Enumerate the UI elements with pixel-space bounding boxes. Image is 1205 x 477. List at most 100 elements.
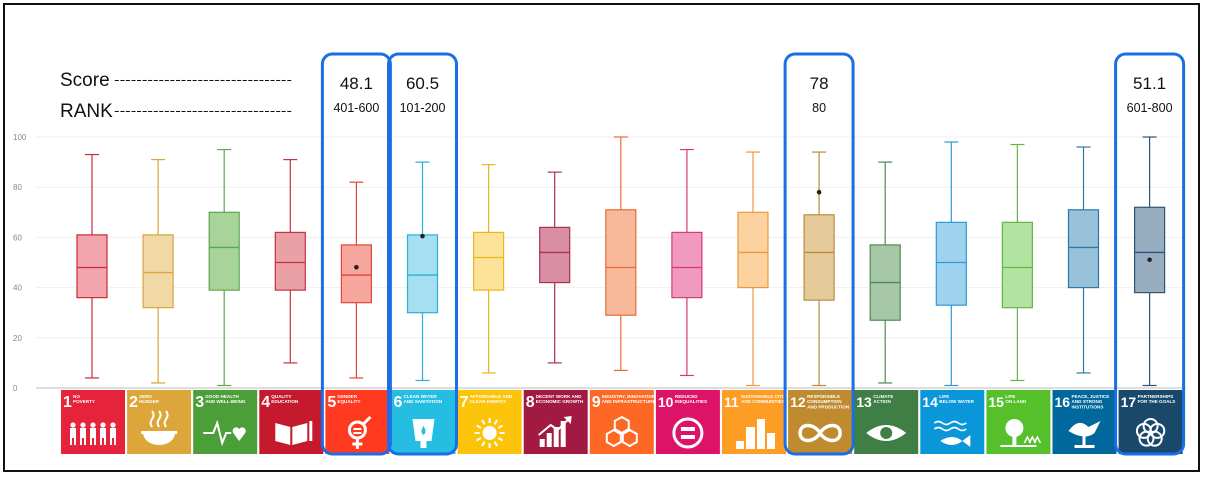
tile-title-line: EDUCATION bbox=[271, 399, 299, 404]
icon-part bbox=[143, 433, 176, 446]
score-point bbox=[816, 189, 822, 195]
tile-title-line: ZERO bbox=[139, 394, 152, 399]
tile-background bbox=[589, 390, 654, 454]
box-sdg-17 bbox=[1133, 136, 1166, 387]
tile-number: 12 bbox=[790, 394, 806, 410]
tile-number: 11 bbox=[724, 394, 739, 410]
tile-title-line: PARTNERSHIPS bbox=[1138, 394, 1174, 399]
box-sdg-9 bbox=[605, 136, 637, 372]
tile-title-line: ON LAND bbox=[1005, 399, 1027, 404]
icon-part bbox=[309, 421, 313, 441]
icon-part bbox=[100, 422, 106, 428]
score-label: Score bbox=[60, 70, 110, 91]
icon-part bbox=[1005, 419, 1024, 437]
rank-dashes: -------------------------------- bbox=[114, 103, 292, 118]
box-iqr bbox=[605, 209, 637, 316]
tile-title-line: INEQUALITIES bbox=[675, 399, 707, 404]
tile-number: 3 bbox=[195, 394, 204, 411]
icon-part bbox=[70, 422, 76, 428]
icon-part bbox=[292, 423, 308, 445]
score-value: 78 bbox=[810, 74, 829, 93]
icon-part bbox=[90, 422, 96, 428]
icon-part bbox=[110, 438, 112, 445]
tile-number: 17 bbox=[1121, 394, 1137, 410]
icon-part bbox=[1033, 435, 1042, 444]
box-sdg-7 bbox=[473, 164, 505, 374]
score-rank-legend: Score -------------------------------- R… bbox=[60, 70, 292, 122]
icon-part bbox=[420, 441, 427, 448]
tile-number: 2 bbox=[129, 394, 138, 411]
tile-title-line: CONSUMPTION bbox=[807, 399, 842, 404]
icon-part bbox=[798, 423, 842, 443]
icon-part bbox=[672, 417, 704, 449]
tile-number: 16 bbox=[1055, 394, 1071, 410]
icon-part bbox=[538, 417, 571, 436]
highlight-outline bbox=[320, 52, 392, 456]
highlight-sdg-12: 78 80 bbox=[783, 52, 855, 456]
icon-part bbox=[1012, 435, 1017, 445]
icon-part bbox=[746, 427, 755, 449]
icon-part bbox=[933, 426, 967, 432]
tile-title-line: EQUALITY bbox=[337, 399, 360, 404]
icon-part bbox=[605, 428, 622, 448]
tile-title-line: NO bbox=[73, 394, 80, 399]
box-iqr bbox=[142, 234, 174, 309]
y-tick-label-80: 80 bbox=[13, 183, 22, 192]
tile-title-line: INDUSTRY, INNOVATION bbox=[602, 394, 656, 399]
icon-part bbox=[481, 441, 486, 447]
icon-part bbox=[940, 437, 963, 445]
box-sdg-8 bbox=[539, 171, 571, 364]
box-iqr bbox=[1133, 206, 1166, 294]
icon-part bbox=[482, 426, 497, 440]
box-sdg-4 bbox=[274, 158, 306, 364]
icon-part bbox=[962, 435, 971, 447]
rank-value: 601-800 bbox=[1127, 101, 1173, 115]
y-tick-label-40: 40 bbox=[13, 284, 22, 293]
tile-title-line: LIFE bbox=[1005, 394, 1015, 399]
highlight-sdg-17: 51.1 601-800 bbox=[1114, 52, 1186, 456]
rank-label: RANK bbox=[60, 101, 113, 122]
box-iqr bbox=[671, 231, 703, 299]
chart-frame bbox=[3, 3, 1200, 472]
box-iqr bbox=[737, 211, 769, 289]
highlight-outline bbox=[387, 52, 458, 456]
box-sdg-5 bbox=[340, 181, 372, 379]
icon-part bbox=[546, 433, 552, 447]
icon-part bbox=[493, 441, 498, 447]
icon-part bbox=[232, 427, 246, 441]
tile-title-line: ACTION bbox=[873, 399, 891, 404]
box-iqr bbox=[1001, 221, 1034, 309]
tile-number: 9 bbox=[592, 394, 601, 411]
rank-value: 80 bbox=[812, 101, 826, 115]
score-dashes: -------------------------------- bbox=[114, 72, 292, 87]
tile-number: 4 bbox=[261, 394, 270, 411]
box-sdg-6 bbox=[406, 161, 439, 382]
tile-title-line: POVERTY bbox=[73, 399, 95, 404]
icon-part bbox=[613, 415, 630, 435]
box-sdg-13 bbox=[869, 161, 901, 384]
tile-number: 15 bbox=[988, 394, 1004, 410]
icon-part bbox=[110, 422, 116, 428]
icon-part bbox=[110, 428, 116, 438]
icon-part bbox=[680, 427, 695, 431]
icon-part bbox=[100, 438, 102, 445]
box-sdg-3 bbox=[208, 148, 240, 387]
tile-number: 1 bbox=[63, 394, 72, 411]
icon-part bbox=[736, 441, 744, 449]
tile-title-line: SUSTAINABLE CITIES bbox=[741, 394, 789, 399]
